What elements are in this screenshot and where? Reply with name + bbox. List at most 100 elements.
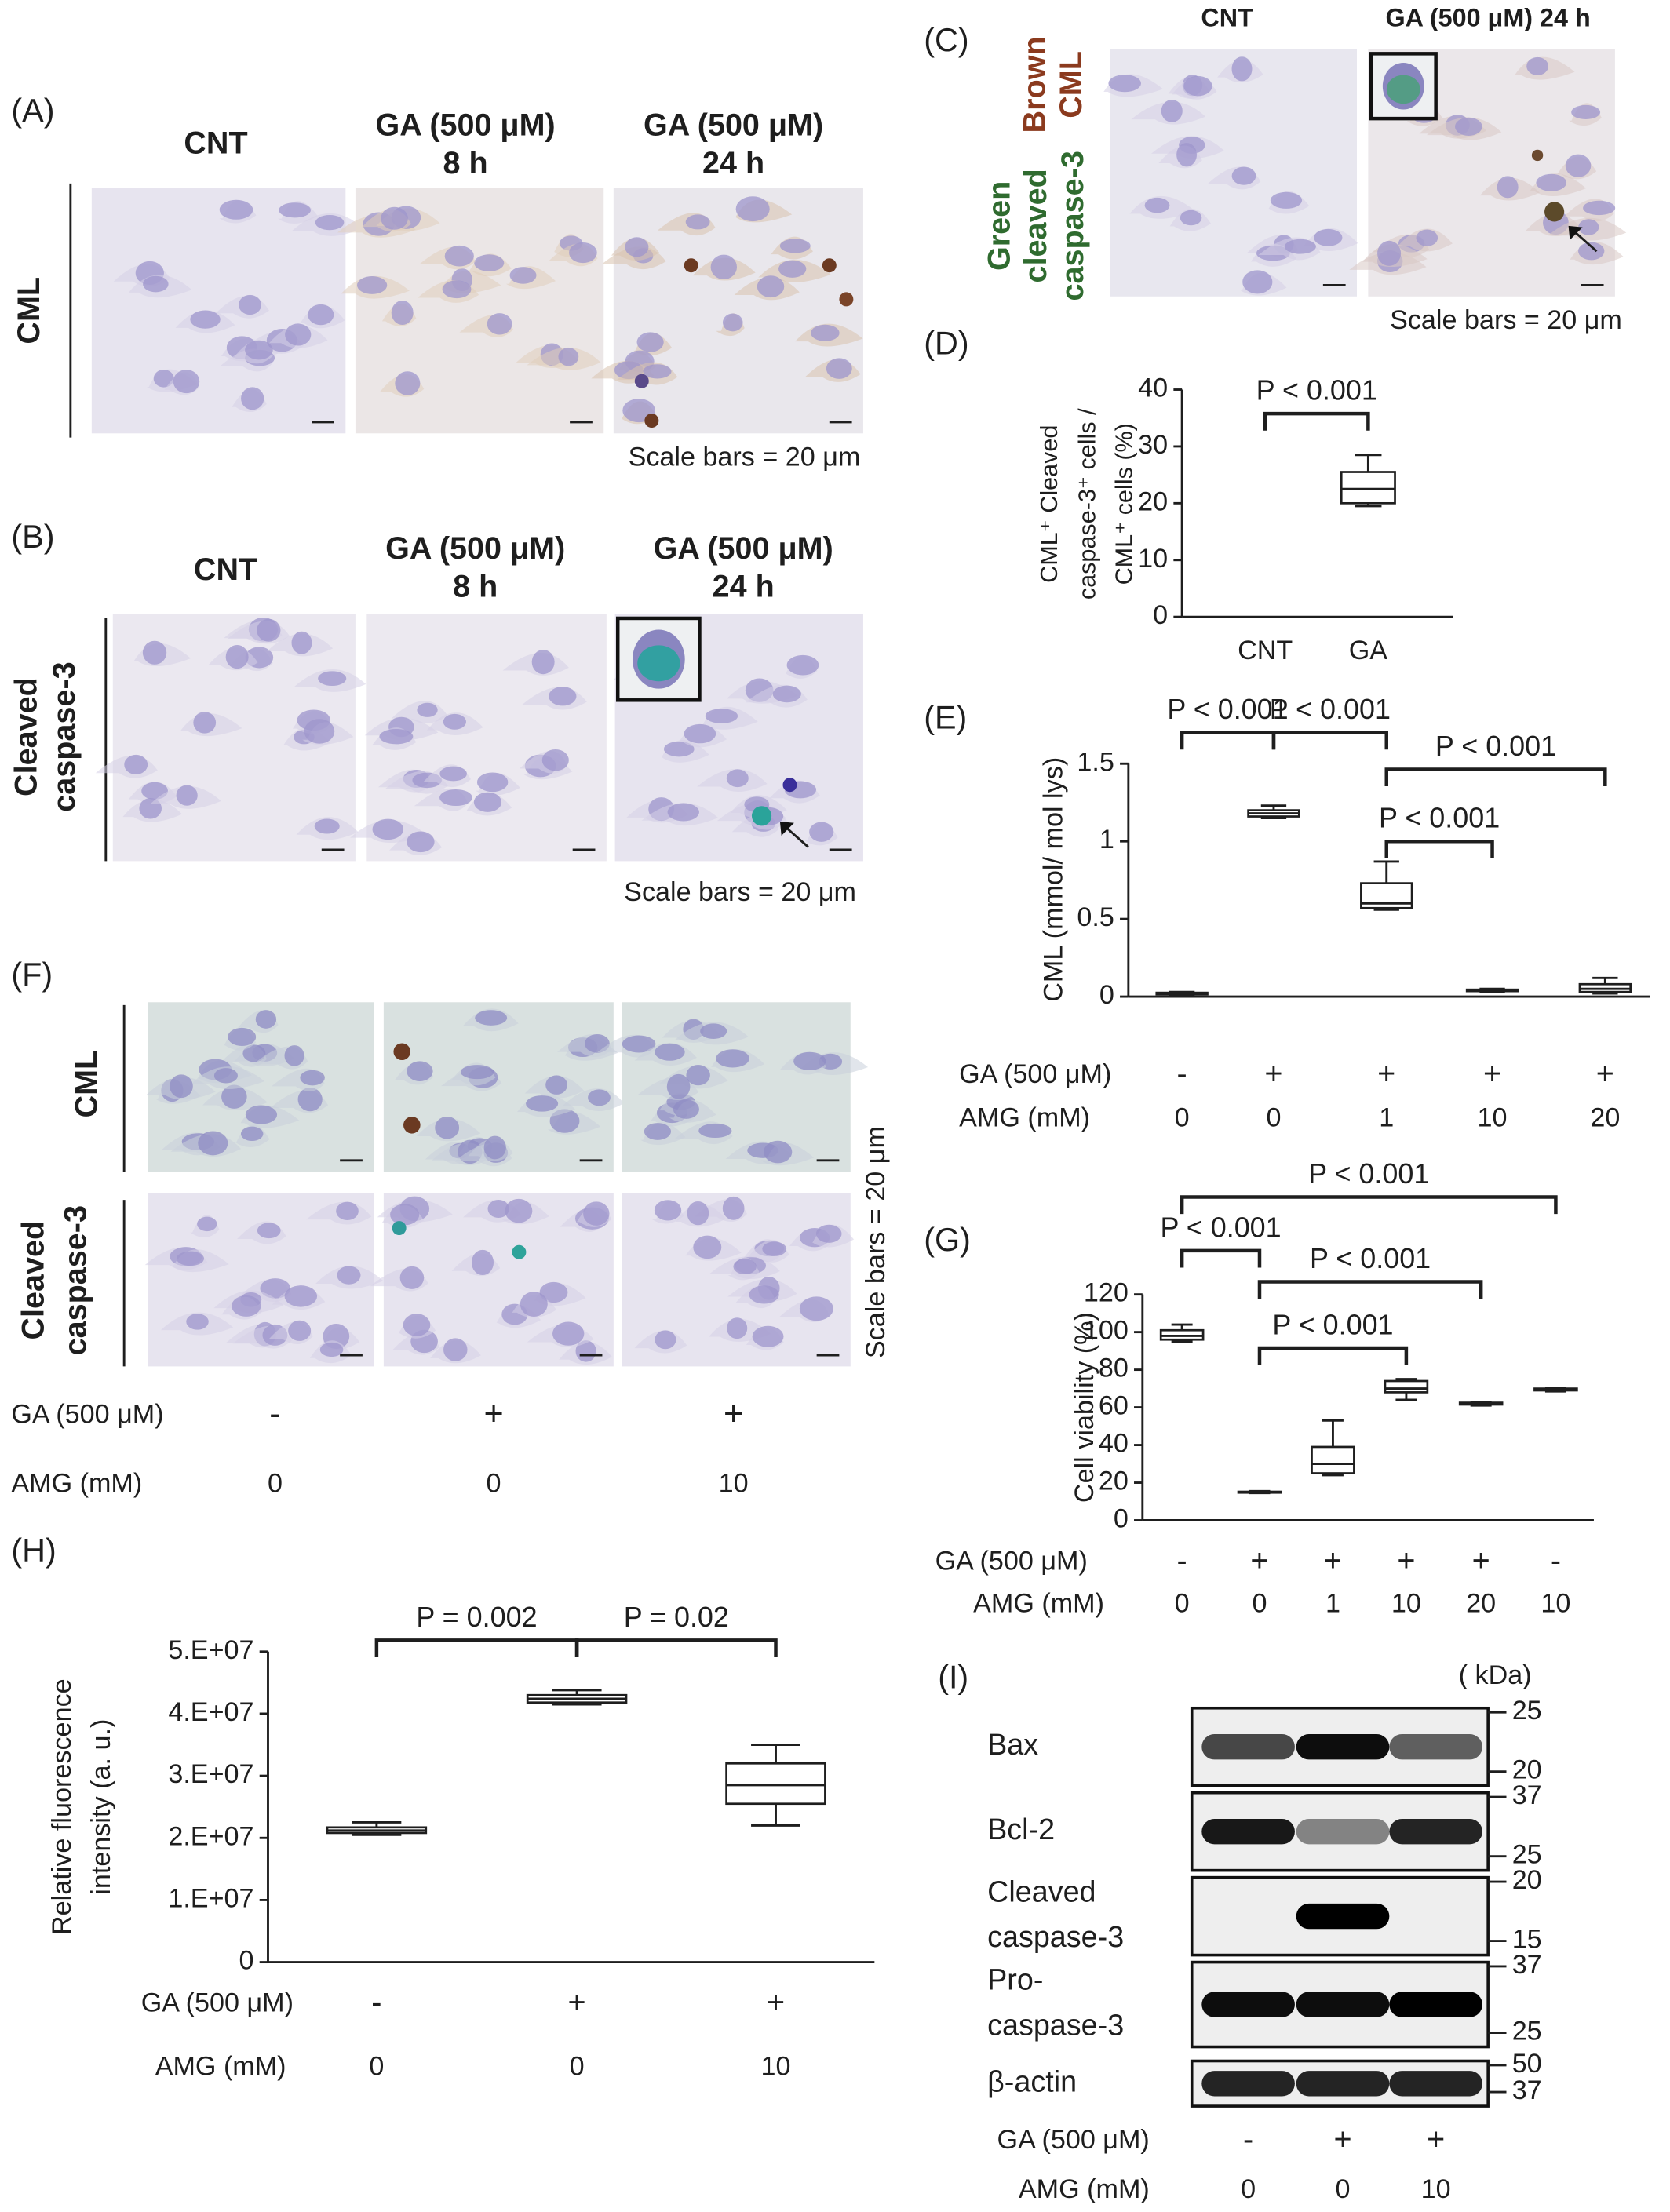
y-tick-label: 20 (1099, 1467, 1129, 1496)
y-tick-label: 100 (1084, 1316, 1129, 1346)
y-axis-label: CML (mmol/ mol lys) (1038, 757, 1068, 1002)
y-tick-label: 4.E+07 (168, 1697, 253, 1727)
condition-value: 0 (1252, 1588, 1267, 1618)
cell-nucleus (232, 1295, 261, 1317)
cell-nucleus (291, 631, 312, 654)
column-header: GA (500 μM) 24 h (1386, 4, 1591, 32)
cell-nucleus (176, 1251, 205, 1266)
condition-value: 0 (570, 2052, 585, 2082)
cell-nucleus (403, 1314, 431, 1336)
condition-name: AMG (mM) (11, 1469, 142, 1499)
row-label: caspase-3 (58, 1205, 93, 1355)
x-tick-label: GA (1349, 636, 1388, 665)
cell-nucleus (1108, 75, 1141, 93)
cell-nucleus (487, 313, 512, 335)
box (725, 1762, 826, 1806)
cell-nucleus (575, 1340, 596, 1362)
condition-value: + (1483, 1056, 1501, 1091)
cell-nucleus (170, 1074, 193, 1099)
marker-label: 50 (1512, 2049, 1542, 2079)
cell-nucleus (124, 754, 148, 774)
cell-nucleus (526, 1095, 559, 1112)
y-tick-label: 0 (1114, 1504, 1129, 1534)
condition-value: 10 (1421, 2174, 1451, 2204)
significance-bracket (1263, 411, 1370, 431)
p-value: P < 0.001 (1270, 693, 1391, 725)
p-value: P < 0.001 (1272, 1309, 1393, 1341)
cell-nucleus (726, 769, 749, 788)
cell-nucleus (625, 237, 649, 257)
scale-bar-note: Scale bars = 20 μm (1390, 305, 1622, 335)
protein-label: Pro- (987, 1964, 1043, 1997)
stained-cell (684, 258, 698, 273)
condition-value: 10 (1391, 1588, 1421, 1618)
p-value: P = 0.002 (416, 1601, 537, 1633)
cell-nucleus (684, 723, 716, 744)
panel-label: (I) (938, 1660, 968, 1696)
y-axis-label: CML⁺ Cleaved (1036, 425, 1063, 583)
cell-nucleus (1571, 104, 1601, 119)
cell-nucleus (1231, 56, 1252, 82)
panel-label: (B) (11, 519, 54, 555)
row-label: Cleaved (9, 677, 43, 796)
cell-nucleus (314, 818, 340, 834)
cell-nucleus (762, 1241, 787, 1256)
arrow-head (779, 822, 794, 836)
y-tick-label: 20 (1138, 486, 1168, 516)
stain-label: cleaved (1019, 169, 1053, 282)
y-tick-label: 30 (1138, 430, 1168, 460)
blot-band (1201, 1818, 1295, 1845)
p-value: P < 0.001 (1160, 1211, 1281, 1243)
cell-nucleus (687, 1201, 709, 1226)
condition-value: 0 (268, 1469, 283, 1499)
cell-nucleus (779, 239, 811, 253)
cell-nucleus (225, 645, 249, 669)
stain-label: CML (1054, 51, 1088, 118)
protein-label: Cleaved (987, 1875, 1096, 1908)
y-axis-label: intensity (a. u.) (86, 1719, 116, 1895)
blot-band (1201, 2071, 1295, 2097)
condition-name: AMG (mM) (1019, 2174, 1150, 2204)
condition-value: + (1397, 1543, 1415, 1578)
stained-cell (751, 806, 772, 826)
blot-band (1389, 1818, 1482, 1845)
protein-label: β-actin (987, 2065, 1077, 2098)
cell-nucleus (297, 1087, 323, 1112)
cell-nucleus (811, 324, 840, 341)
unit-label: ( kDa) (1459, 1660, 1532, 1690)
marker-label: 25 (1512, 1696, 1542, 1726)
y-axis-label: Relative fluorescence (47, 1678, 77, 1935)
cell-nucleus (1314, 228, 1343, 246)
stained-cell (392, 1221, 407, 1236)
cell-nucleus (643, 364, 672, 379)
cell-nucleus (809, 822, 834, 842)
inset-stain (1386, 75, 1420, 104)
condition-value: 20 (1590, 1103, 1620, 1133)
x-tick-label: CNT (1238, 636, 1293, 665)
cell-nucleus (752, 1325, 784, 1347)
cell-nucleus (439, 766, 467, 782)
y-tick-label: 60 (1099, 1391, 1129, 1421)
cell-nucleus (198, 1131, 228, 1156)
box (1340, 471, 1396, 505)
cell-nucleus (257, 618, 281, 642)
cell-nucleus (705, 709, 738, 723)
box (1384, 1379, 1429, 1394)
cell-nucleus (284, 1045, 304, 1066)
panel-label: (F) (11, 957, 53, 993)
cell-nucleus (213, 1068, 238, 1084)
stained-cell (1544, 202, 1565, 222)
cell-nucleus (471, 1249, 494, 1276)
cell-nucleus (505, 1198, 533, 1223)
cell-nucleus (1284, 239, 1316, 254)
condition-value: - (1177, 1056, 1187, 1091)
cell-nucleus (190, 310, 221, 329)
panel-label: (H) (11, 1532, 56, 1569)
significance-bracket (1384, 839, 1494, 858)
cell-nucleus (304, 719, 335, 744)
condition-value: + (1250, 1543, 1268, 1578)
condition-value: 0 (1336, 2174, 1351, 2204)
condition-name: GA (500 μM) (11, 1399, 163, 1429)
cell-nucleus (786, 654, 819, 676)
